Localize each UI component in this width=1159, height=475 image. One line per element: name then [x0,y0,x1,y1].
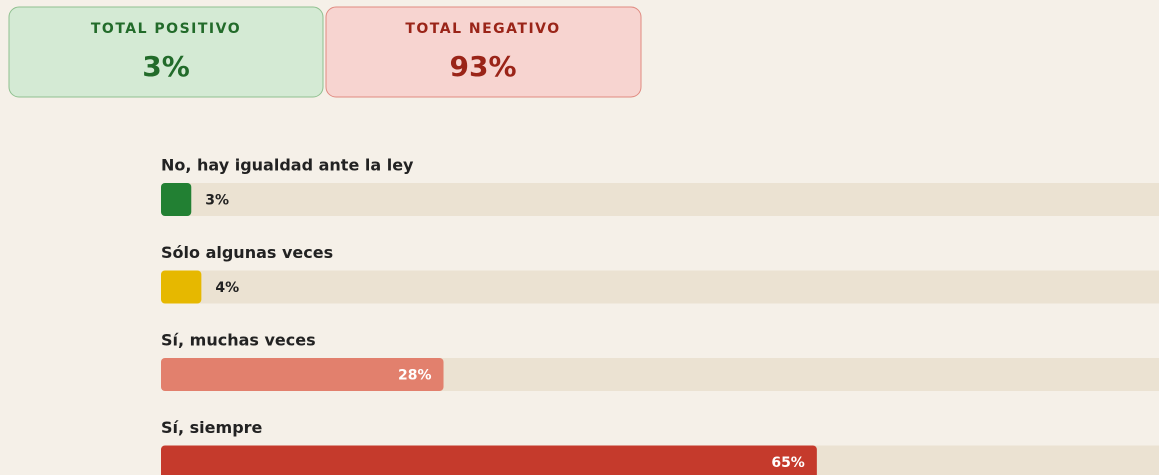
card-label: TOTAL NEGATIVO [405,21,560,37]
card-value: 93% [449,50,516,83]
value-label: 3% [205,193,229,209]
category-label: No, hay igualdad ante la ley [161,156,414,175]
card-label: TOTAL POSITIVO [91,21,241,37]
bar-track [161,270,1159,304]
category-label: Sí, siempre [161,418,263,437]
negative-card [325,6,642,98]
category-label: Sólo algunas veces [161,243,333,262]
card-value: 3% [142,50,190,83]
category-label: Sí, muchas veces [161,331,316,350]
value-label: 65% [771,455,805,471]
value-label: 4% [215,280,239,296]
bar [161,358,444,391]
bar [161,270,202,304]
bar-track [161,183,1159,216]
positive-card [8,6,324,98]
value-label: 28% [398,368,432,384]
bar [161,445,817,475]
bar [161,183,192,216]
